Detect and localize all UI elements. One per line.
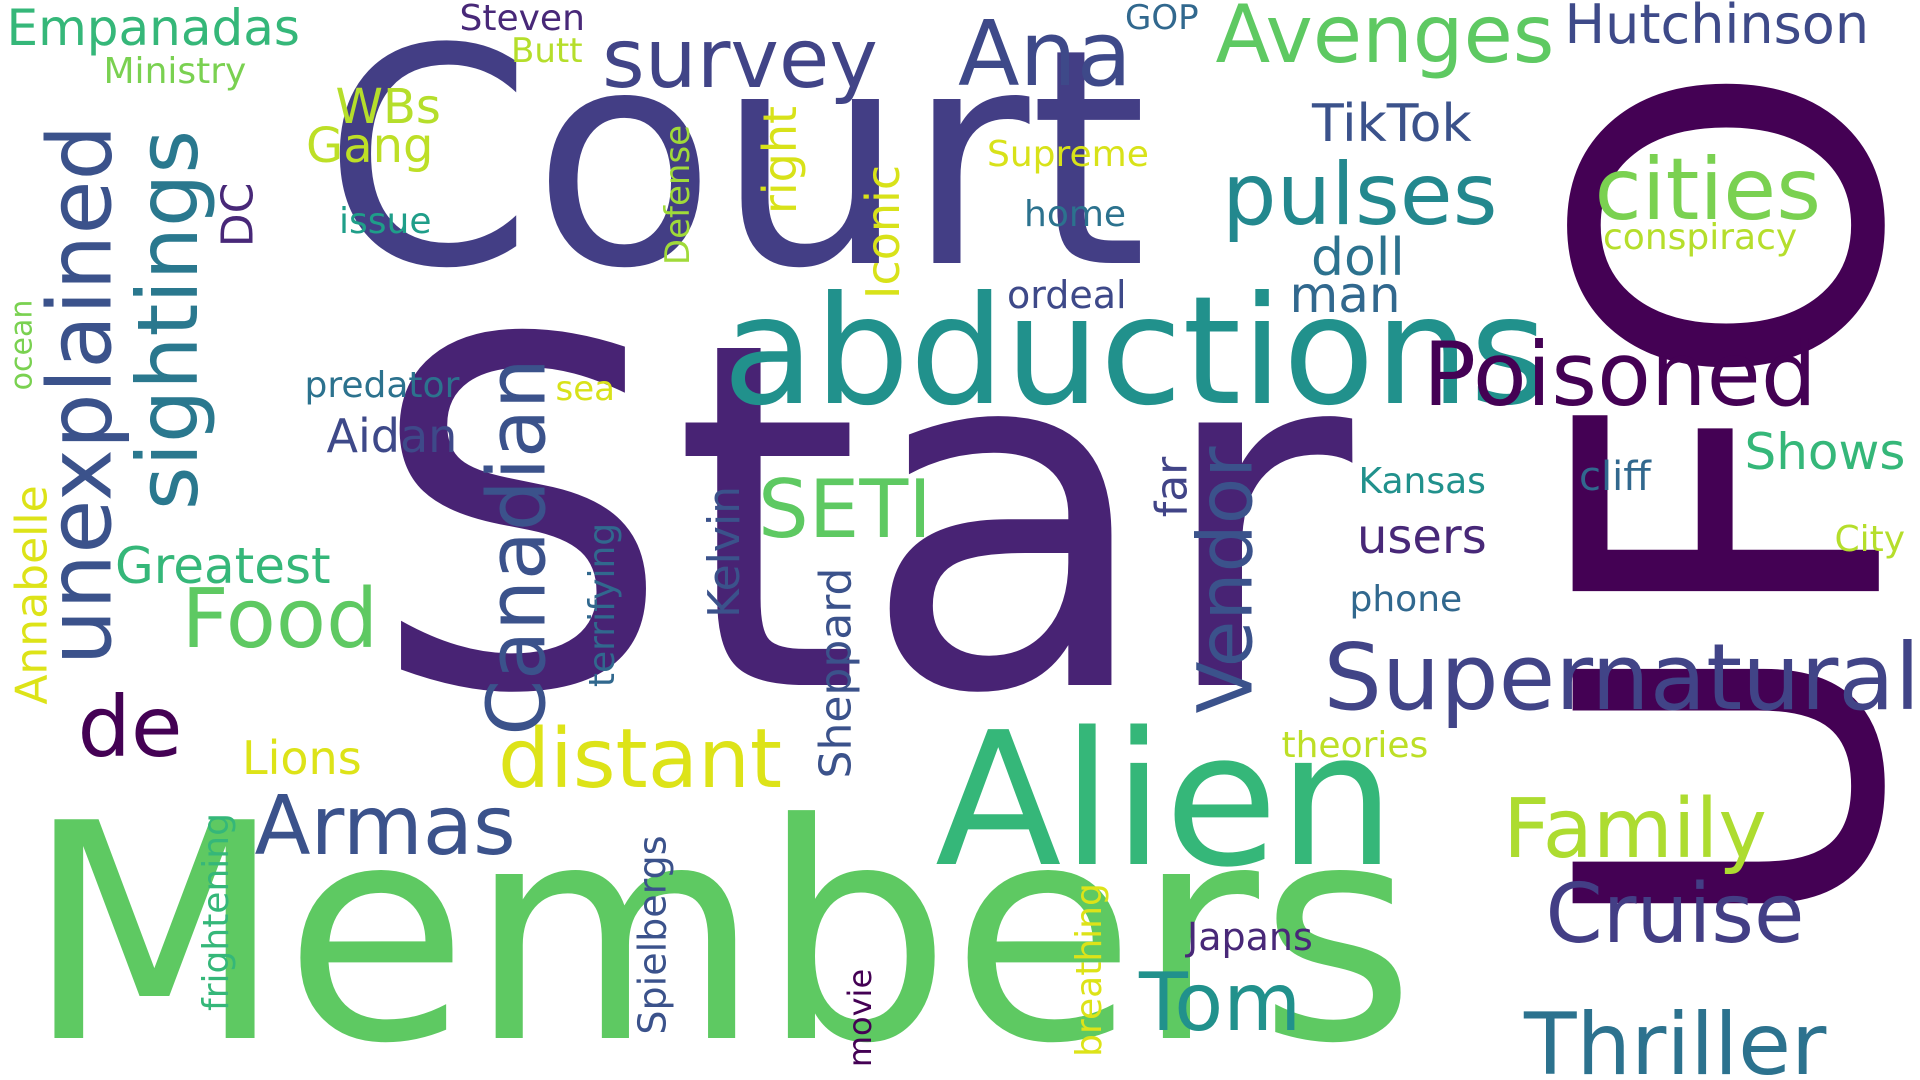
word-supreme: Supreme — [987, 134, 1149, 175]
word-dc: DC — [211, 182, 263, 248]
word-movie: movie — [841, 968, 880, 1068]
word-doll: doll — [1311, 228, 1405, 288]
word-ministry: Ministry — [103, 51, 247, 92]
word-home: home — [1024, 194, 1127, 235]
word-avenges: Avenges — [1215, 0, 1555, 81]
word-ocean: ocean — [3, 299, 39, 391]
word-predator: predator — [304, 365, 460, 406]
word-vendor: Vendor — [1180, 446, 1270, 714]
word-frightening: frightening — [195, 813, 237, 1011]
word-sightings: sightings — [119, 129, 218, 511]
word-steven: Steven — [459, 0, 585, 39]
word-sheppard: Sheppard — [809, 567, 861, 779]
word-alien: Alien — [935, 691, 1396, 908]
word-sea: sea — [555, 369, 615, 409]
word-thriller: Thriller — [1524, 995, 1827, 1080]
word-pulses: pulses — [1222, 145, 1498, 245]
word-issue: issue — [339, 201, 432, 242]
word-ana: Ana — [958, 2, 1132, 107]
word-cities: cities — [1594, 140, 1822, 240]
word-japans: Japans — [1187, 915, 1313, 959]
word-far: far — [1145, 456, 1197, 518]
word-tom: Tom — [1139, 956, 1302, 1049]
word-annabelle: Annabelle — [6, 485, 58, 705]
word-family: Family — [1503, 782, 1767, 877]
word-abductions: abductions — [722, 265, 1548, 439]
word-ordeal: ordeal — [1007, 273, 1127, 317]
word-distant: distant — [498, 712, 783, 807]
word-cliff: cliff — [1579, 454, 1651, 500]
word-survey: survey — [602, 12, 878, 107]
word-gang: Gang — [306, 118, 434, 174]
word-breathing: breathing — [1068, 883, 1110, 1057]
word-lions: Lions — [242, 731, 362, 785]
word-canadian: Canadian — [470, 358, 564, 736]
word-city: City — [1834, 519, 1906, 560]
word-butt: Butt — [511, 31, 583, 71]
word-hutchinson: Hutchinson — [1564, 0, 1870, 56]
word-greatest: Greatest — [115, 537, 331, 595]
word-empanadas: Empanadas — [6, 0, 300, 57]
word-phone: phone — [1349, 579, 1463, 620]
word-iconic: Iconic — [856, 164, 911, 300]
word-spielbergs: Spielbergs — [630, 835, 675, 1035]
word-conspiracy: conspiracy — [1603, 217, 1798, 258]
word-members: Members — [25, 760, 1416, 1080]
word-man: man — [1289, 266, 1401, 324]
word-wbs: WBs — [335, 79, 441, 135]
word-court: Court — [323, 0, 1148, 334]
word-aidan: Aidan — [326, 409, 458, 463]
word-cruise: Cruise — [1545, 867, 1805, 962]
word-kelvin: Kelvin — [699, 485, 751, 619]
word-shows: Shows — [1744, 423, 1906, 481]
word-supernatural: Supernatural — [1323, 624, 1920, 731]
word-theories: theories — [1281, 725, 1429, 766]
word-users: users — [1357, 509, 1487, 565]
word-de: de — [77, 678, 183, 776]
word-terrifying: terrifying — [582, 522, 624, 688]
word-armas: Armas — [254, 779, 516, 874]
word-seti: SETI — [758, 463, 932, 556]
word-right: right — [753, 105, 808, 215]
word-kansas: Kansas — [1358, 461, 1486, 502]
word-poisoned: Poisoned — [1423, 323, 1817, 426]
word-food: Food — [181, 572, 379, 667]
word-gop: GOP — [1125, 0, 1199, 38]
word-defense: Defense — [658, 124, 699, 266]
word-tiktok: TikTok — [1312, 94, 1472, 154]
word-star: Star — [368, 240, 1353, 799]
